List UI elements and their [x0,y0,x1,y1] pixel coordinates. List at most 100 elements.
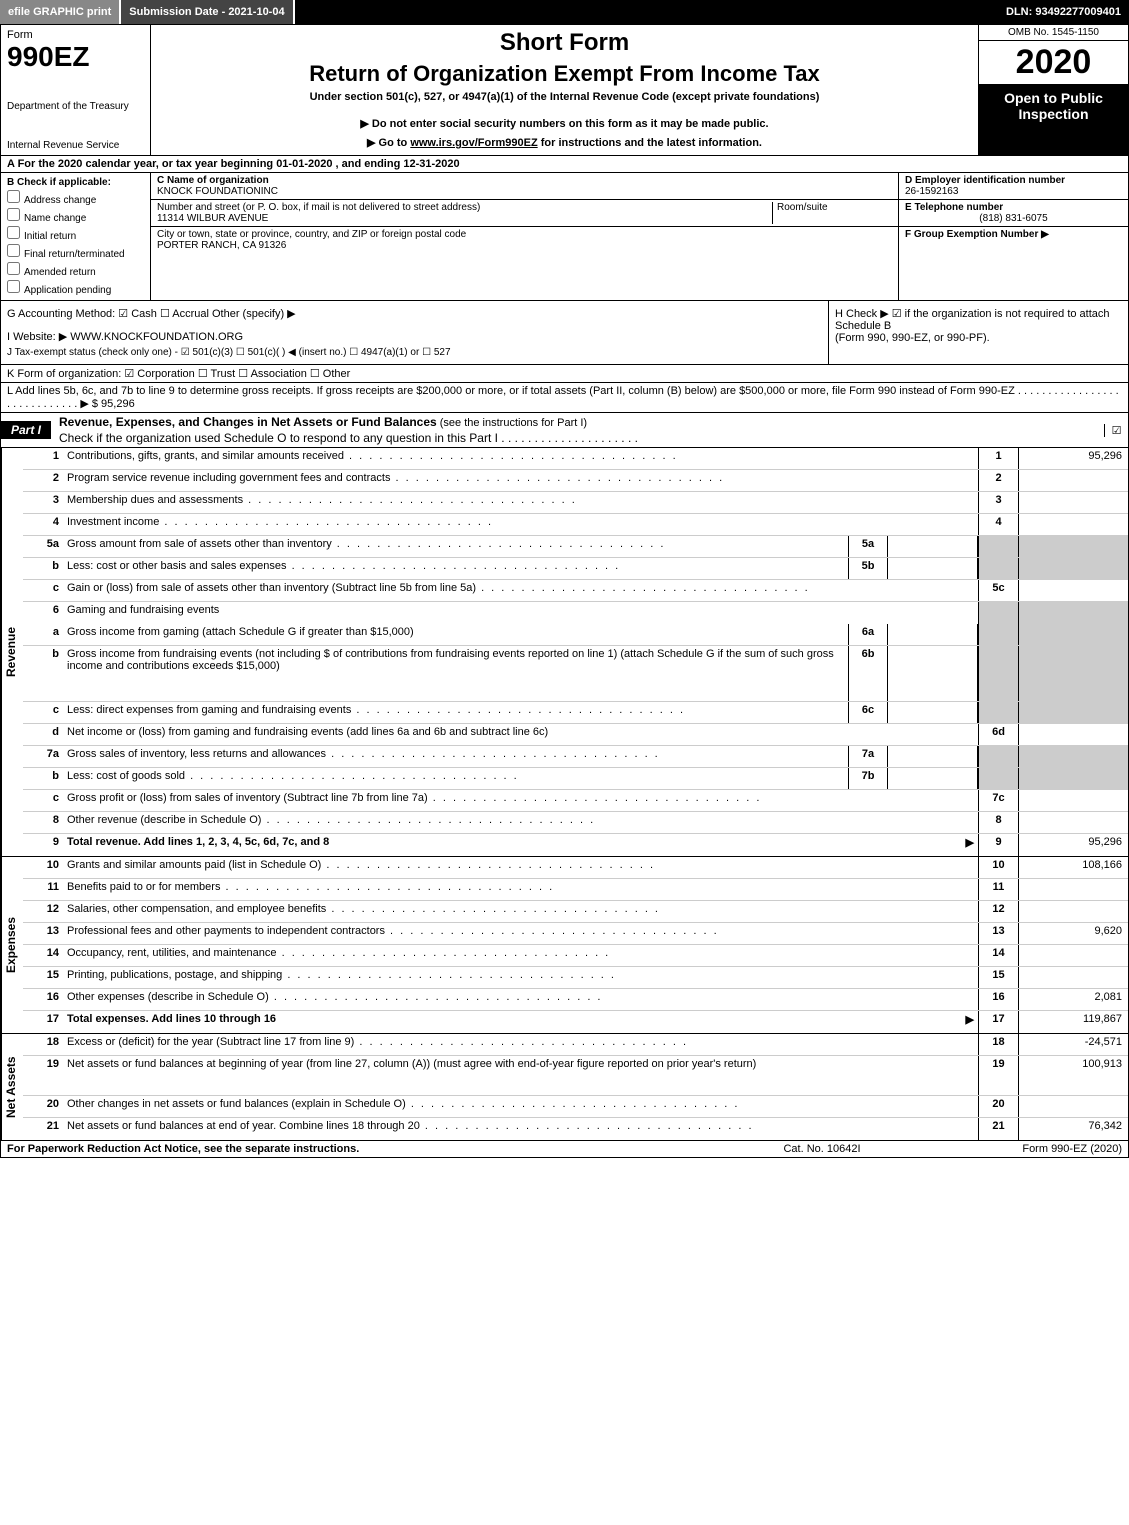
efile-graphic-print[interactable]: efile GRAPHIC print [0,0,121,24]
line-1: 1 Contributions, gifts, grants, and simi… [23,448,1128,470]
line-7a-num: 7a [23,746,63,767]
line-7c-val [1018,790,1128,811]
form-header: Form 990EZ Department of the Treasury In… [0,24,1129,156]
line-21-val: 76,342 [1018,1118,1128,1140]
k-line: K Form of organization: ☑ Corporation ☐ … [0,365,1129,383]
line-21-num: 21 [23,1118,63,1140]
line-8-num: 8 [23,812,63,833]
line-5c-ref: 5c [978,580,1018,601]
line-13-val: 9,620 [1018,923,1128,944]
line-18-val: -24,571 [1018,1034,1128,1055]
section-c: C Name of organization KNOCK FOUNDATIONI… [151,173,898,300]
line-4: 4 Investment income 4 [23,514,1128,536]
line-5c-num: c [23,580,63,601]
j-tax-exempt: J Tax-exempt status (check only one) - ☑… [7,347,822,358]
line-5c: c Gain or (loss) from sale of assets oth… [23,580,1128,602]
line-14-num: 14 [23,945,63,966]
line-7b-subval [888,768,978,789]
line-1-num: 1 [23,448,63,469]
cb-name-change[interactable]: Name change [7,208,144,224]
cb-application-pending[interactable]: Application pending [7,280,144,296]
line-2-ref: 2 [978,470,1018,491]
cb-amended-return[interactable]: Amended return [7,262,144,278]
header-left: Form 990EZ Department of the Treasury In… [1,25,151,155]
line-16-num: 16 [23,989,63,1010]
line-7a-text: Gross sales of inventory, less returns a… [63,746,848,767]
part1-check-icon: ☑ [1104,424,1128,437]
line-7b: b Less: cost of goods sold 7b [23,768,1128,790]
line-19-ref: 19 [978,1056,1018,1095]
footer-mid: Cat. No. 10642I [722,1143,922,1155]
line-5a-ref [978,536,1018,557]
addr-label: Number and street (or P. O. box, if mail… [157,202,480,213]
line-5a-sub: 5a [848,536,888,557]
header-center: Short Form Return of Organization Exempt… [151,25,978,155]
line-20-val [1018,1096,1128,1117]
header-right: OMB No. 1545-1150 2020 Open to Public In… [978,25,1128,155]
line-7c-num: c [23,790,63,811]
line-4-num: 4 [23,514,63,535]
line-6a-val [1018,624,1128,645]
revenue-vert-label: Revenue [1,448,23,856]
line-21: 21 Net assets or fund balances at end of… [23,1118,1128,1140]
line-15: 15 Printing, publications, postage, and … [23,967,1128,989]
part1-title-text: Revenue, Expenses, and Changes in Net As… [59,415,437,429]
line-10-num: 10 [23,857,63,878]
line-5a-num: 5a [23,536,63,557]
line-3-val [1018,492,1128,513]
line-9-num: 9 [23,834,63,856]
section-a-period: A For the 2020 calendar year, or tax yea… [0,156,1129,173]
line-6c-sub: 6c [848,702,888,723]
line-10-text: Grants and similar amounts paid (list in… [63,857,978,878]
line-3-num: 3 [23,492,63,513]
line-9: 9 Total revenue. Add lines 1, 2, 3, 4, 5… [23,834,1128,856]
city-label: City or town, state or province, country… [157,229,466,240]
line-6c: c Less: direct expenses from gaming and … [23,702,1128,724]
line-6b-ref [978,646,1018,701]
line-1-text: Contributions, gifts, grants, and simila… [63,448,978,469]
line-15-ref: 15 [978,967,1018,988]
l-line: L Add lines 5b, 6c, and 7b to line 9 to … [0,383,1129,413]
line-8-text: Other revenue (describe in Schedule O) [63,812,978,833]
line-15-text: Printing, publications, postage, and shi… [63,967,978,988]
goto-line: ▶ Go to www.irs.gov/Form990EZ for instru… [157,136,972,149]
line-6a-sub: 6a [848,624,888,645]
line-5b-num: b [23,558,63,579]
line-16-text: Other expenses (describe in Schedule O) [63,989,978,1010]
netassets-block: Net Assets 18 Excess or (deficit) for th… [0,1034,1129,1141]
cb-address-change[interactable]: Address change [7,190,144,206]
line-5a: 5a Gross amount from sale of assets othe… [23,536,1128,558]
line-16-ref: 16 [978,989,1018,1010]
cb-initial-return[interactable]: Initial return [7,226,144,242]
i-website: I Website: ▶ WWW.KNOCKFOUNDATION.ORG [7,330,822,343]
line-6-text: Gaming and fundraising events [63,602,978,624]
revenue-lines: 1 Contributions, gifts, grants, and simi… [23,448,1128,856]
line-7b-sub: 7b [848,768,888,789]
line-6-ref [978,602,1018,624]
line-18-num: 18 [23,1034,63,1055]
line-14: 14 Occupancy, rent, utilities, and maint… [23,945,1128,967]
line-3-text: Membership dues and assessments [63,492,978,513]
cb-final-return[interactable]: Final return/terminated [7,244,144,260]
line-15-val [1018,967,1128,988]
line-4-ref: 4 [978,514,1018,535]
line-6c-num: c [23,702,63,723]
line-6a-num: a [23,624,63,645]
short-form-title: Short Form [157,29,972,57]
line-5c-val [1018,580,1128,601]
line-7b-val [1018,768,1128,789]
org-address-row: Number and street (or P. O. box, if mail… [151,200,898,227]
info-grid: B Check if applicable: Address change Na… [0,173,1129,301]
dept-treasury: Department of the Treasury [7,101,144,112]
d-label: D Employer identification number [905,175,1065,186]
line-1-ref: 1 [978,448,1018,469]
line-6b-val [1018,646,1128,701]
goto-link[interactable]: www.irs.gov/Form990EZ [410,137,537,149]
line-17-val: 119,867 [1018,1011,1128,1033]
expenses-vert-label: Expenses [1,857,23,1033]
line-5a-val [1018,536,1128,557]
line-19-text: Net assets or fund balances at beginning… [63,1056,978,1095]
line-6c-ref [978,702,1018,723]
line-14-ref: 14 [978,945,1018,966]
under-section: Under section 501(c), 527, or 4947(a)(1)… [157,91,972,103]
